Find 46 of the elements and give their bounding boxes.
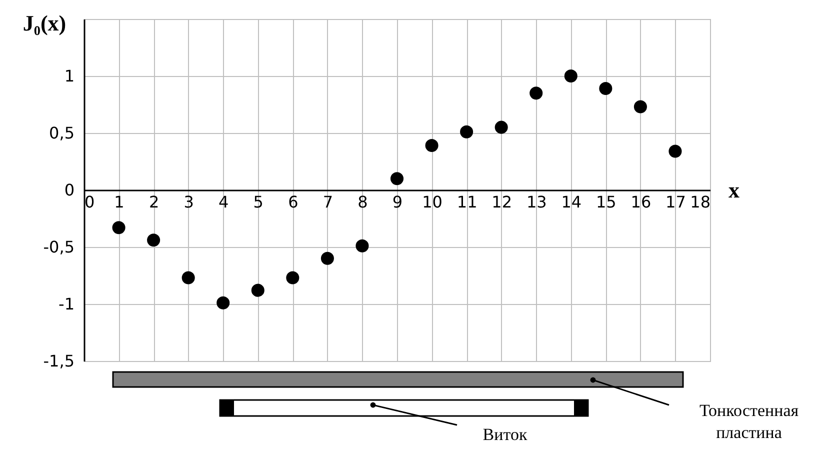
point [286, 271, 300, 284]
x-tick-label: 10 [422, 192, 442, 212]
x-tick-label: 11 [456, 192, 478, 212]
x-tick-label: 6 [288, 192, 298, 212]
x-tick-label: 5 [253, 192, 264, 212]
text: Тонкостенная пластина [699, 401, 799, 442]
x-tick-label: 14 [561, 192, 582, 212]
x-tick-label: 1 [114, 192, 124, 212]
y-tick-label: 0,5 [49, 124, 74, 142]
point [112, 221, 126, 234]
point [599, 82, 612, 96]
x-tick-label: 8 [358, 192, 368, 212]
point [668, 144, 682, 158]
point [251, 284, 264, 297]
y-tick-label: -1,5 [43, 352, 74, 370]
point [390, 172, 404, 186]
point [356, 239, 369, 252]
y-tick-label: 1 [64, 66, 74, 86]
point [182, 271, 195, 284]
point [147, 234, 160, 247]
x-tick-label: 17 [666, 192, 686, 212]
x-tick-label: 13 [526, 192, 547, 212]
point [460, 125, 474, 138]
point [564, 69, 578, 83]
text: Виток [482, 425, 528, 444]
x-tick-label: 4 [218, 192, 229, 212]
x-tick-label: 7 [322, 192, 334, 212]
y-axis-title: J₀(x) [22, 10, 66, 36]
y-tick-label: -0,5 [43, 238, 74, 256]
x-tick-label: 18 [690, 192, 710, 212]
x-tick-label: 0 [84, 192, 95, 212]
x-tick-label: 16 [630, 192, 652, 212]
x-tick-label: 12 [492, 192, 512, 212]
point [530, 86, 543, 100]
x-tick-label: 15 [596, 192, 616, 212]
point [320, 252, 334, 265]
point [494, 120, 508, 134]
x-tick-label: 2 [148, 192, 160, 212]
x-tick-label: 9 [392, 192, 403, 212]
point [216, 296, 230, 310]
point [634, 100, 647, 114]
y-tick-label: 0 [64, 180, 74, 200]
point [425, 139, 438, 152]
x-tick-label: 3 [184, 192, 194, 212]
y-tick-label: -1 [58, 294, 74, 314]
x-axis-title: x [728, 178, 740, 202]
